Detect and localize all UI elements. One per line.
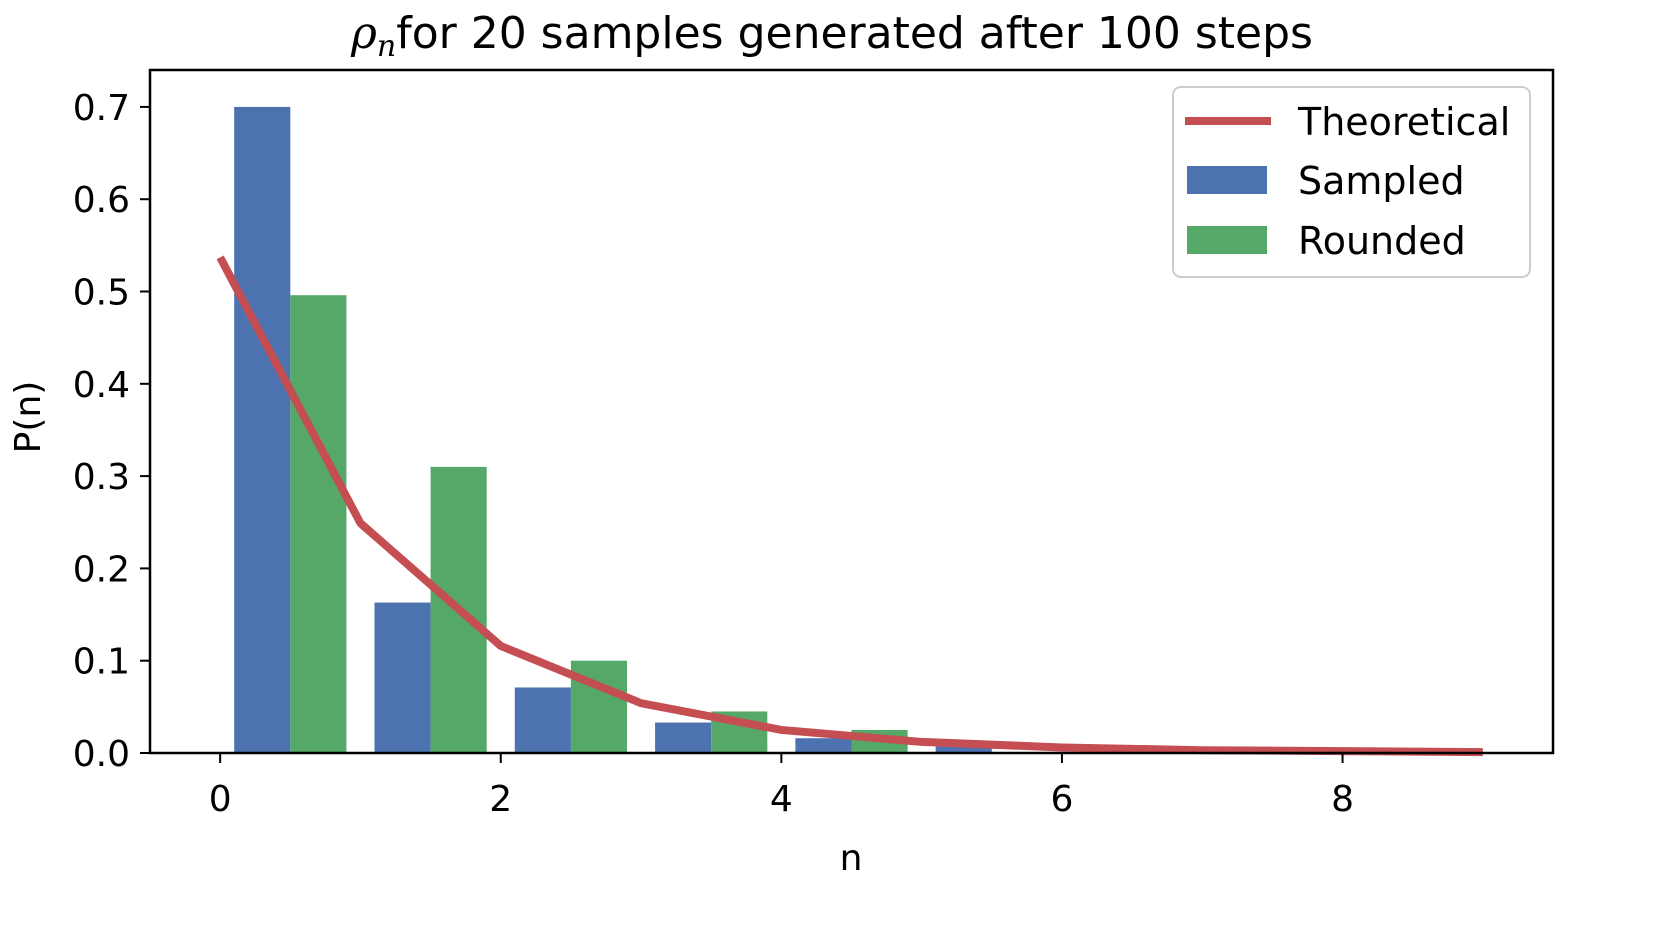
x-axis-label: n <box>840 838 863 879</box>
legend-rounded-swatch <box>1187 226 1267 254</box>
y-tick-label: 0.0 <box>73 734 130 775</box>
sampled-bar <box>935 745 992 753</box>
legend-theoretical-label: Theoretical <box>1297 100 1510 144</box>
y-tick-label: 0.6 <box>73 180 130 221</box>
y-tick-label: 0.7 <box>73 88 130 129</box>
legend-sampled-swatch <box>1187 166 1267 194</box>
y-tick-label: 0.5 <box>73 273 130 314</box>
sampled-bar <box>655 722 712 753</box>
theoretical-line <box>216 255 1483 757</box>
x-tick-label: 2 <box>489 779 512 820</box>
chart-title: ρnfor 20 samples generated after 100 ste… <box>350 8 1313 64</box>
x-tick-label: 6 <box>1050 779 1073 820</box>
x-tick-label: 0 <box>209 779 232 820</box>
rounded-bar <box>290 295 347 753</box>
x-tick-label: 8 <box>1331 779 1354 820</box>
legend-rounded-label: Rounded <box>1298 219 1466 263</box>
y-tick-label: 0.1 <box>73 642 130 683</box>
legend: Theoretical Sampled Rounded <box>1172 86 1531 278</box>
title-symbol: ρ <box>350 8 377 59</box>
y-axis: 0.0 0.1 0.2 0.3 0.4 0.5 0.6 0.7 <box>73 88 150 775</box>
y-tick-label: 0.3 <box>73 457 130 498</box>
legend-sampled-label: Sampled <box>1298 159 1465 203</box>
x-axis: 0 2 4 6 8 <box>209 753 1354 820</box>
plot-frame <box>148 68 1555 755</box>
title-text: for 20 samples generated after 100 steps <box>396 8 1313 59</box>
sampled-bar <box>795 738 852 753</box>
sampled-bar <box>374 602 431 753</box>
title-symbol-subscript: n <box>377 29 396 64</box>
plot-area <box>216 106 1483 757</box>
y-tick-label: 0.2 <box>73 549 130 590</box>
sampled-bar <box>234 106 291 753</box>
y-axis-label: P(n) <box>8 381 49 454</box>
y-tick-label: 0.4 <box>73 365 130 406</box>
sampled-bar <box>514 687 571 753</box>
x-tick-label: 4 <box>770 779 793 820</box>
